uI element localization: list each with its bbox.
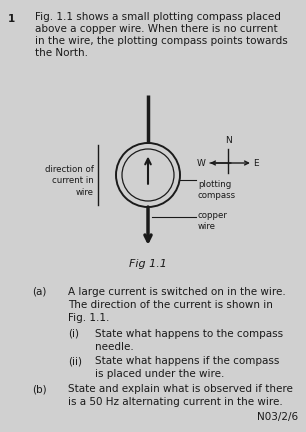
Text: N03/2/6: N03/2/6 xyxy=(257,412,298,422)
Text: State what happens if the compass: State what happens if the compass xyxy=(95,356,279,366)
Text: E: E xyxy=(253,159,259,168)
Text: plotting
compass: plotting compass xyxy=(198,180,236,200)
Text: Fig. 1.1.: Fig. 1.1. xyxy=(68,313,109,323)
Text: Fig 1.1: Fig 1.1 xyxy=(129,259,167,269)
Text: 1: 1 xyxy=(8,14,15,24)
Text: (a): (a) xyxy=(32,287,47,297)
Text: in the wire, the plotting compass points towards: in the wire, the plotting compass points… xyxy=(35,36,288,46)
Text: needle.: needle. xyxy=(95,342,134,352)
Text: Fig. 1.1 shows a small plotting compass placed: Fig. 1.1 shows a small plotting compass … xyxy=(35,12,281,22)
Text: (ii): (ii) xyxy=(68,356,82,366)
Text: A large current is switched on in the wire.: A large current is switched on in the wi… xyxy=(68,287,286,297)
Text: copper
wire: copper wire xyxy=(198,211,228,232)
Text: State what happens to the compass: State what happens to the compass xyxy=(95,329,283,339)
Text: State and explain what is observed if there: State and explain what is observed if th… xyxy=(68,384,293,394)
Text: The direction of the current is shown in: The direction of the current is shown in xyxy=(68,300,273,310)
Text: above a copper wire. When there is no current: above a copper wire. When there is no cu… xyxy=(35,24,278,34)
Text: is a 50 Hz alternating current in the wire.: is a 50 Hz alternating current in the wi… xyxy=(68,397,283,407)
Text: (b): (b) xyxy=(32,384,47,394)
Text: (i): (i) xyxy=(68,329,79,339)
Text: the North.: the North. xyxy=(35,48,88,58)
Text: direction of
current in
wire: direction of current in wire xyxy=(45,165,94,197)
Text: W: W xyxy=(197,159,206,168)
Text: N: N xyxy=(225,136,231,145)
Text: is placed under the wire.: is placed under the wire. xyxy=(95,369,224,379)
